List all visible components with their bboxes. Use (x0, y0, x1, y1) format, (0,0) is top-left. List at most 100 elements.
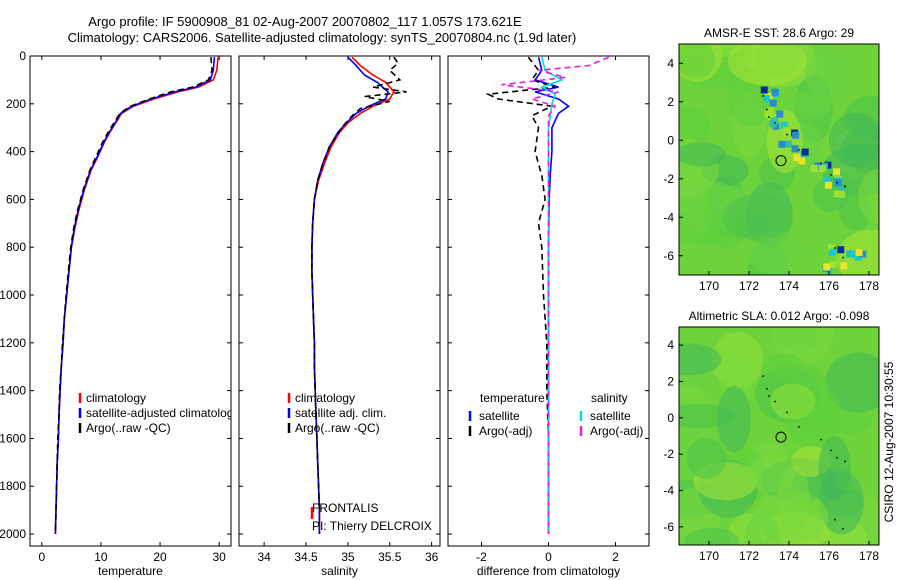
x-tick-label: 10 (94, 550, 108, 564)
side-timestamp: CSIRO 12-Aug-2007 10:30:55 (882, 361, 896, 522)
x-axis-label: difference from climatology (477, 564, 620, 578)
island-dot (762, 95, 764, 97)
map-patch (684, 527, 740, 545)
swath-pixel (776, 110, 784, 118)
island-dot (766, 387, 768, 390)
x-tick-label: 176 (819, 279, 839, 293)
swath-pixel (791, 145, 799, 153)
swath-pixel (798, 157, 806, 165)
map-patch (746, 231, 811, 275)
series-line-climatology (54, 57, 219, 535)
map-patch (722, 194, 792, 241)
swath-pixel (854, 253, 862, 261)
swath-pixel (829, 248, 837, 256)
plot-frame (29, 55, 232, 547)
swath-pixel (824, 181, 832, 189)
swath-pixel (760, 86, 768, 94)
x-tick-label: 34 (257, 550, 271, 564)
map-panel-2: 170 172 174 176 178 -6 -4 -2 0 2 4 Altimetric SLA: … (663, 309, 880, 563)
map-patch (858, 169, 879, 224)
y-tick-label: -6 (663, 249, 674, 263)
legend-entry: satellite adj. clim. (295, 406, 386, 420)
island-dot (820, 438, 822, 441)
note-text: FRONTALIS (312, 501, 378, 515)
series-line-satellite-adj-clim- (311, 56, 390, 534)
island-dot (830, 449, 832, 452)
swath-pixel (829, 261, 837, 269)
series-line-argo-raw-qc- (311, 56, 407, 511)
y-tick-label: 2 (667, 375, 674, 389)
map-panel-1: 170 172 174 176 178 -6 -4 -2 0 2 4 AMSR-E SST: 28.6… (663, 26, 880, 293)
y-tick-label: 200 (6, 97, 26, 111)
map-title: Altimetric SLA: 0.012 Argo: -0.098 (689, 309, 870, 323)
y-tick-label: -4 (663, 210, 674, 224)
x-tick-label: 35.5 (378, 550, 402, 564)
legend-entry: satellite (590, 409, 631, 423)
island-dot (834, 247, 836, 249)
y-tick-label: -4 (663, 484, 674, 498)
series-line-temperature-argo-adj- (485, 56, 556, 534)
y-tick-label: -2 (663, 447, 674, 461)
x-tick-label: 178 (859, 279, 879, 293)
x-tick-label: 0 (545, 550, 552, 564)
series-line-salinity-argo-adj- (501, 56, 610, 534)
x-tick-label: 36 (425, 550, 439, 564)
swath-pixel (823, 263, 831, 271)
y-tick-label: 4 (667, 56, 674, 70)
x-axis-label: temperature (98, 564, 163, 578)
x-tick-label: 174 (779, 549, 799, 563)
x-tick-label: 178 (859, 549, 879, 563)
legend-group-title: temperature (480, 391, 545, 405)
swath-pixel (837, 246, 845, 254)
x-tick-label: 35 (341, 550, 355, 564)
legend-entry: Argo(..raw -QC) (86, 421, 171, 435)
legend-entry: satellite (479, 409, 520, 423)
y-tick-label: 2 (667, 95, 674, 109)
island-dot (786, 133, 788, 136)
swath-pixel (780, 121, 788, 129)
figure-title-line-2: Climatology: CARS2006. Satellite-adjuste… (68, 30, 577, 45)
map-patch (679, 343, 722, 376)
map-patch (761, 353, 805, 381)
x-tick-label: 176 (819, 549, 839, 563)
x-tick-label: 170 (699, 549, 719, 563)
y-tick-label: 0 (667, 411, 674, 425)
swath-pixel (859, 250, 867, 258)
map-patch (805, 45, 850, 104)
map-patch (743, 513, 781, 545)
island-dot (768, 116, 770, 119)
plot-frame (238, 55, 441, 547)
map-patch (717, 385, 751, 453)
swath-pixel (771, 88, 779, 96)
y-tick-label: 800 (6, 240, 26, 254)
swath-pixel (838, 190, 846, 198)
x-tick-label: 0 (38, 550, 45, 564)
x-tick-label: 172 (739, 549, 759, 563)
swath-pixel (764, 110, 772, 118)
island-dot (798, 148, 800, 151)
map-patch (679, 44, 716, 79)
swath-pixel (778, 140, 786, 148)
swath-pixel (840, 262, 848, 270)
island-dot (842, 256, 844, 259)
map-title: AMSR-E SST: 28.6 Argo: 29 (704, 26, 854, 40)
island-dot (836, 181, 838, 184)
swath-pixel (792, 131, 800, 139)
legend-entry: Argo(..raw -QC) (295, 421, 380, 435)
map-patch (679, 142, 727, 167)
y-tick-label: 4 (667, 338, 674, 352)
swath-pixel (769, 99, 777, 107)
series-line-temperature-satellite (533, 57, 570, 534)
y-tick-label: 1600 (0, 431, 26, 445)
island-dot (766, 108, 768, 111)
swath-pixel (828, 244, 836, 252)
swath-pixel (818, 165, 826, 173)
y-tick-label: 600 (6, 192, 26, 206)
series-line-argo-raw-qc- (54, 57, 213, 535)
profile-panel-2: 34 34.5 35 35.5 36 salinity climatologysatelli… (238, 55, 441, 578)
map-frame (678, 43, 880, 276)
island-dot (786, 411, 788, 414)
map-frame (678, 326, 880, 546)
profile-panel-1: 0 10 20 30 0 200 400 600 800 1000 1200 1400 1600 1800… (0, 49, 232, 578)
